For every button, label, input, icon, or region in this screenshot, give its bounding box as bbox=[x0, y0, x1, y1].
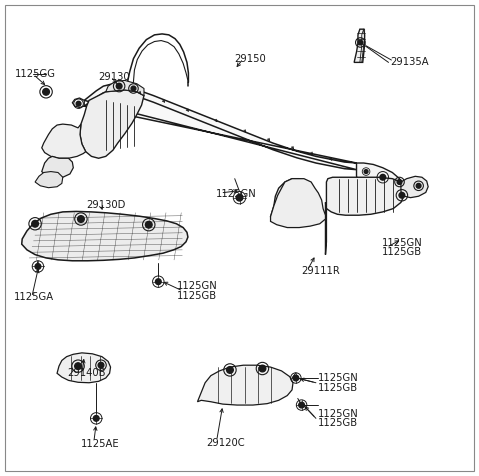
Circle shape bbox=[227, 367, 233, 373]
Text: 29111R: 29111R bbox=[302, 266, 341, 276]
Text: 1125GN: 1125GN bbox=[319, 408, 359, 418]
Circle shape bbox=[416, 183, 421, 188]
Text: 1125GG: 1125GG bbox=[15, 69, 56, 79]
Polygon shape bbox=[325, 177, 404, 255]
Polygon shape bbox=[35, 171, 63, 188]
Polygon shape bbox=[271, 178, 310, 220]
Text: 1125GB: 1125GB bbox=[319, 418, 358, 428]
Text: 1125GN: 1125GN bbox=[382, 238, 422, 248]
Text: 29150: 29150 bbox=[234, 54, 265, 64]
Text: 29140B: 29140B bbox=[68, 368, 106, 378]
Circle shape bbox=[259, 365, 266, 372]
Circle shape bbox=[397, 179, 402, 184]
Text: 29135A: 29135A bbox=[390, 58, 429, 68]
Circle shape bbox=[399, 192, 405, 198]
Polygon shape bbox=[84, 84, 356, 169]
Polygon shape bbox=[401, 176, 428, 198]
Circle shape bbox=[156, 279, 161, 285]
Circle shape bbox=[116, 83, 122, 89]
Text: 1125GB: 1125GB bbox=[319, 383, 358, 393]
Text: 29130D: 29130D bbox=[87, 200, 126, 210]
Circle shape bbox=[380, 174, 386, 180]
Circle shape bbox=[75, 363, 81, 369]
Circle shape bbox=[236, 194, 243, 201]
Text: 1125AE: 1125AE bbox=[81, 439, 120, 449]
Polygon shape bbox=[80, 90, 144, 158]
Circle shape bbox=[32, 220, 38, 227]
Circle shape bbox=[131, 86, 136, 91]
Text: 1125GB: 1125GB bbox=[382, 247, 422, 257]
Text: 29130: 29130 bbox=[99, 71, 130, 81]
Circle shape bbox=[76, 101, 81, 106]
Circle shape bbox=[35, 264, 41, 269]
Text: 1125GB: 1125GB bbox=[176, 291, 217, 301]
Polygon shape bbox=[42, 124, 86, 158]
Circle shape bbox=[78, 216, 84, 222]
Text: 1125GA: 1125GA bbox=[14, 292, 54, 302]
Circle shape bbox=[43, 89, 49, 95]
Circle shape bbox=[358, 40, 363, 45]
Circle shape bbox=[93, 416, 99, 421]
Text: 1125GN: 1125GN bbox=[319, 373, 359, 383]
Polygon shape bbox=[57, 353, 111, 383]
Polygon shape bbox=[271, 178, 325, 228]
Text: 29120C: 29120C bbox=[206, 438, 245, 448]
Circle shape bbox=[299, 402, 305, 408]
Text: 1125GN: 1125GN bbox=[216, 189, 256, 199]
Circle shape bbox=[98, 362, 104, 368]
Polygon shape bbox=[106, 80, 144, 96]
Circle shape bbox=[364, 169, 368, 173]
Polygon shape bbox=[354, 29, 365, 62]
Polygon shape bbox=[356, 163, 402, 193]
Circle shape bbox=[293, 375, 299, 381]
Polygon shape bbox=[42, 157, 73, 178]
Circle shape bbox=[146, 221, 152, 228]
Polygon shape bbox=[22, 211, 188, 261]
Polygon shape bbox=[197, 365, 293, 405]
Text: 1125GN: 1125GN bbox=[176, 281, 217, 291]
